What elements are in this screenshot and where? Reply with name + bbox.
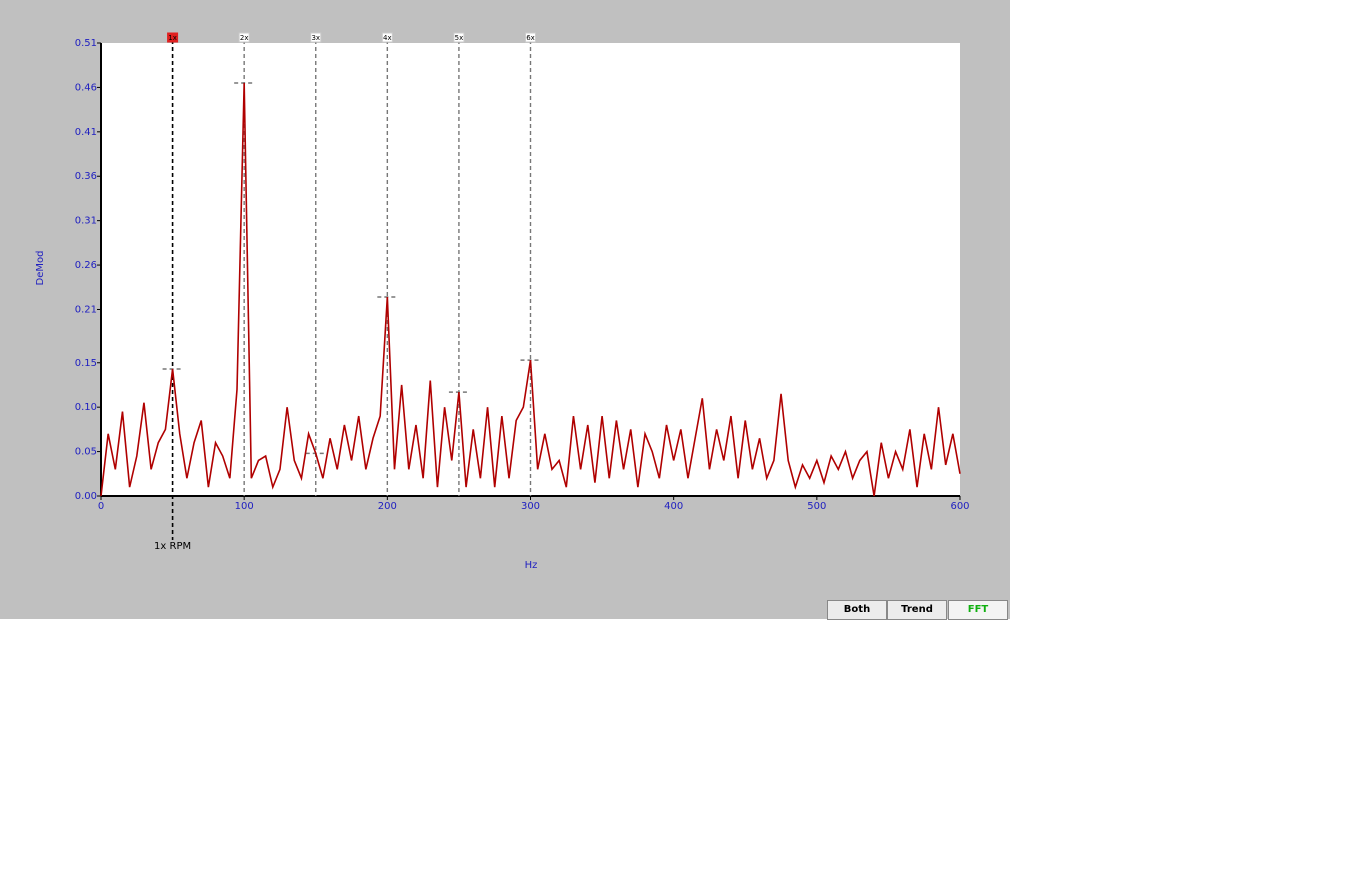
y-axis-label: DeMod [35, 251, 46, 286]
y-tick-label: 0.05 [75, 447, 97, 458]
harmonic-label: 1x [168, 34, 177, 42]
y-tick-label: 0.46 [75, 82, 97, 93]
harmonic-label: 6x [526, 34, 535, 42]
x-tick-label: 200 [378, 501, 397, 512]
rpm-label: 1x RPM [154, 541, 191, 552]
x-tick-label: 0 [98, 501, 104, 512]
both-button[interactable]: Both [827, 600, 887, 620]
chart-panel: DeMod Hz 0.00 0.05 0.10 0.15 0.21 0.26 0.31 0.3… [0, 0, 1010, 620]
harmonic-label: 3x [311, 34, 320, 42]
harmonic-label: 2x [240, 34, 249, 42]
y-tick-label: 0.21 [75, 304, 97, 315]
harmonic-label: 5x [455, 34, 464, 42]
x-tick-label: 400 [664, 501, 683, 512]
harmonic-tag [381, 32, 393, 43]
y-tick-label: 0.26 [75, 260, 97, 271]
x-tick-label: 300 [521, 501, 540, 512]
harmonic-tag [167, 32, 179, 43]
trend-button[interactable]: Trend [887, 600, 947, 620]
chart: DeMod Hz 0.00 0.05 0.10 0.15 0.21 0.26 0.31 0.3… [35, 32, 970, 571]
y-tick-label: 0.31 [75, 216, 97, 227]
fft-button[interactable]: FFT [948, 600, 1008, 620]
y-tick-label: 0.36 [75, 171, 97, 182]
x-tick-label: 100 [235, 501, 254, 512]
harmonic-tag [525, 32, 536, 43]
x-axis-label: Hz [525, 560, 538, 571]
x-tick-label: 500 [807, 501, 826, 512]
y-tick-label: 0.41 [75, 127, 97, 138]
x-tick-label: 600 [950, 501, 969, 512]
spectrum-line [100, 82, 961, 497]
harmonic-tag [238, 32, 250, 43]
harmonic-tag [453, 32, 465, 43]
y-tick-label: 0.00 [75, 491, 97, 502]
y-tick-label: 0.10 [75, 402, 97, 413]
y-tick-label: 0.51 [75, 38, 97, 49]
harmonic-tag [310, 32, 322, 43]
y-tick-label: 0.15 [75, 358, 97, 369]
harmonic-label: 4x [383, 34, 392, 42]
